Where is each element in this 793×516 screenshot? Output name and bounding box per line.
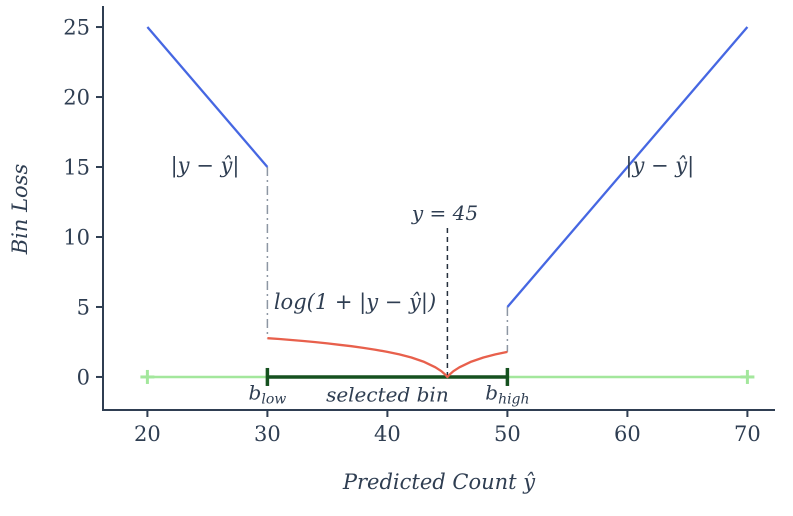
y-axis-title: Bin Loss: [8, 164, 32, 256]
y-tick-label: 25: [63, 16, 90, 40]
series-lines: [140, 26, 755, 386]
annotations: |y − ŷ| |y − ŷ| log(1 + |y − ŷ|) y = 45 …: [171, 154, 695, 408]
y-axis-ticks: 0 5 10 15 20 25: [63, 16, 103, 389]
x-tick-label: 20: [134, 422, 161, 446]
b-low-subscript: low: [261, 391, 286, 407]
b-high-label: bhigh: [485, 380, 529, 407]
y-tick-label: 10: [63, 225, 90, 249]
abs-loss-right-label: |y − ŷ|: [625, 154, 694, 179]
log-loss-label: log(1 + |y − ŷ|): [274, 290, 436, 315]
x-tick-label: 50: [494, 422, 521, 446]
axes: 20 30 40 50 60 70 0 5 10 15 20 25 Predicted Count …: [8, 6, 775, 494]
y-tick-label: 15: [63, 156, 90, 180]
x-tick-label: 60: [614, 422, 641, 446]
log-loss-curve: [267, 337, 508, 379]
endpoint-markers: [140, 367, 755, 386]
y-tick-label: 20: [63, 86, 90, 110]
abs-loss-left-label: |y − ŷ|: [171, 154, 240, 179]
abs-loss-right-line: [506, 26, 749, 308]
selected-bin-label: selected bin: [326, 382, 449, 406]
b-high-subscript: high: [498, 391, 529, 407]
y-tick-label: 5: [77, 295, 90, 319]
x-tick-label: 70: [734, 422, 761, 446]
x-axis-title: Predicted Count ŷ: [342, 470, 536, 494]
x-tick-label: 40: [374, 422, 401, 446]
b-low-base: b: [249, 380, 262, 404]
b-low-label: blow: [249, 380, 287, 407]
b-high-base: b: [485, 380, 498, 404]
y-true-label: y = 45: [411, 201, 478, 225]
x-axis-ticks: 20 30 40 50 60 70: [134, 410, 761, 446]
y-tick-label: 0: [77, 365, 90, 389]
abs-loss-left-line: [146, 26, 269, 168]
x-tick-label: 30: [254, 422, 281, 446]
